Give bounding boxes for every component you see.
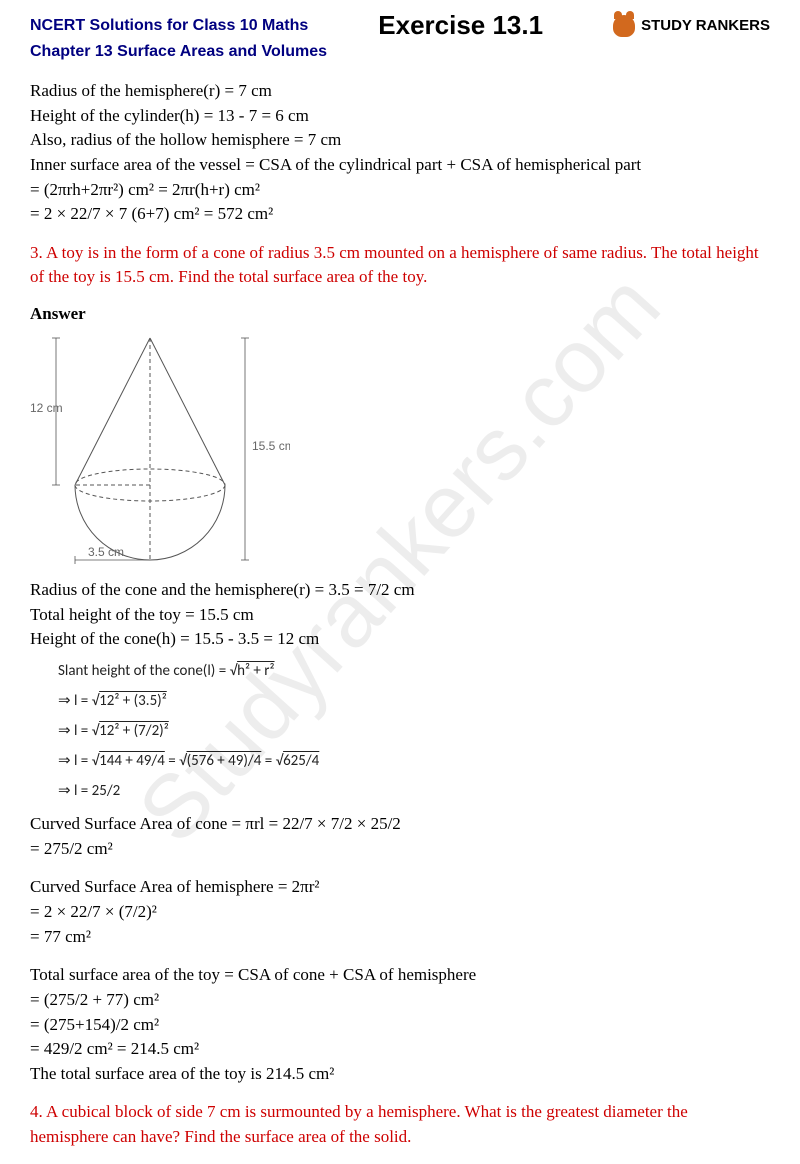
m2a: ⇒ l = xyxy=(58,692,92,710)
exercise-title: Exercise 13.1 xyxy=(378,10,543,41)
m1a: Slant height of the cone(l) = xyxy=(58,662,230,680)
answer-label: Answer xyxy=(30,304,770,324)
intro-line-2: Height of the cylinder(h) = 13 - 7 = 6 c… xyxy=(30,104,770,129)
intro-line-1: Radius of the hemisphere(r) = 7 cm xyxy=(30,79,770,104)
csa-h3: = 77 cm² xyxy=(30,925,770,950)
intro-line-6: = 2 × 22/7 × 7 (6+7) cm² = 572 cm² xyxy=(30,202,770,227)
m4c: = xyxy=(165,752,179,770)
m2b: 12² + (3.5)² xyxy=(99,692,167,710)
m5: ⇒ l = 25/2 xyxy=(58,776,770,806)
math-derivation: Slant height of the cone(l) = √h² + r² ⇒… xyxy=(58,656,770,806)
brand-label: STUDY RANKERS xyxy=(641,17,770,34)
intro-line-4: Inner surface area of the vessel = CSA o… xyxy=(30,153,770,178)
m3b: 12² + (7/2)² xyxy=(99,722,169,740)
intro-line-5: = (2πrh+2πr²) cm² = 2πr(h+r) cm² xyxy=(30,178,770,203)
intro-line-3: Also, radius of the hollow hemisphere = … xyxy=(30,128,770,153)
csa-c1: Curved Surface Area of cone = πrl = 22/7… xyxy=(30,812,770,837)
csa-t5: The total surface area of the toy is 214… xyxy=(30,1062,770,1087)
m4d: (576 + 49)/4 xyxy=(187,752,262,770)
csa-t3: = (275+154)/2 cm² xyxy=(30,1013,770,1038)
diagram-label-12cm: 12 cm xyxy=(30,401,63,415)
sol-line-2: Total height of the toy = 15.5 cm xyxy=(30,603,770,628)
m4e: = xyxy=(261,752,275,770)
question-3: 3. A toy is in the form of a cone of rad… xyxy=(30,241,770,290)
header-title-1: NCERT Solutions for Class 10 Maths xyxy=(30,17,308,35)
diagram-label-3-5cm: 3.5 cm xyxy=(88,545,124,559)
question-4: 4. A cubical block of side 7 cm is surmo… xyxy=(30,1100,770,1149)
csa-h1: Curved Surface Area of hemisphere = 2πr² xyxy=(30,875,770,900)
csa-t1: Total surface area of the toy = CSA of c… xyxy=(30,963,770,988)
cone-hemisphere-svg: 12 cm 15.5 cm 3.5 cm xyxy=(30,330,290,565)
diagram-label-15-5cm: 15.5 cm xyxy=(252,439,290,453)
csa-t2: = (275/2 + 77) cm² xyxy=(30,988,770,1013)
m4b: 144 + 49/4 xyxy=(99,752,165,770)
m4a: ⇒ l = xyxy=(58,752,92,770)
sol-line-3: Height of the cone(h) = 15.5 - 3.5 = 12 … xyxy=(30,627,770,652)
m1b: h² + r² xyxy=(237,662,274,680)
fox-icon xyxy=(613,15,635,37)
m4f: 625/4 xyxy=(283,752,319,770)
csa-t4: = 429/2 cm² = 214.5 cm² xyxy=(30,1037,770,1062)
m3a: ⇒ l = xyxy=(58,722,92,740)
brand-block: STUDY RANKERS xyxy=(613,15,770,37)
header-title-2: Chapter 13 Surface Areas and Volumes xyxy=(30,43,770,61)
sol-line-1: Radius of the cone and the hemisphere(r)… xyxy=(30,578,770,603)
csa-h2: = 2 × 22/7 × (7/2)² xyxy=(30,900,770,925)
toy-diagram: 12 cm 15.5 cm 3.5 cm xyxy=(30,330,770,570)
csa-c2: = 275/2 cm² xyxy=(30,837,770,862)
header-row: NCERT Solutions for Class 10 Maths Exerc… xyxy=(30,10,770,41)
